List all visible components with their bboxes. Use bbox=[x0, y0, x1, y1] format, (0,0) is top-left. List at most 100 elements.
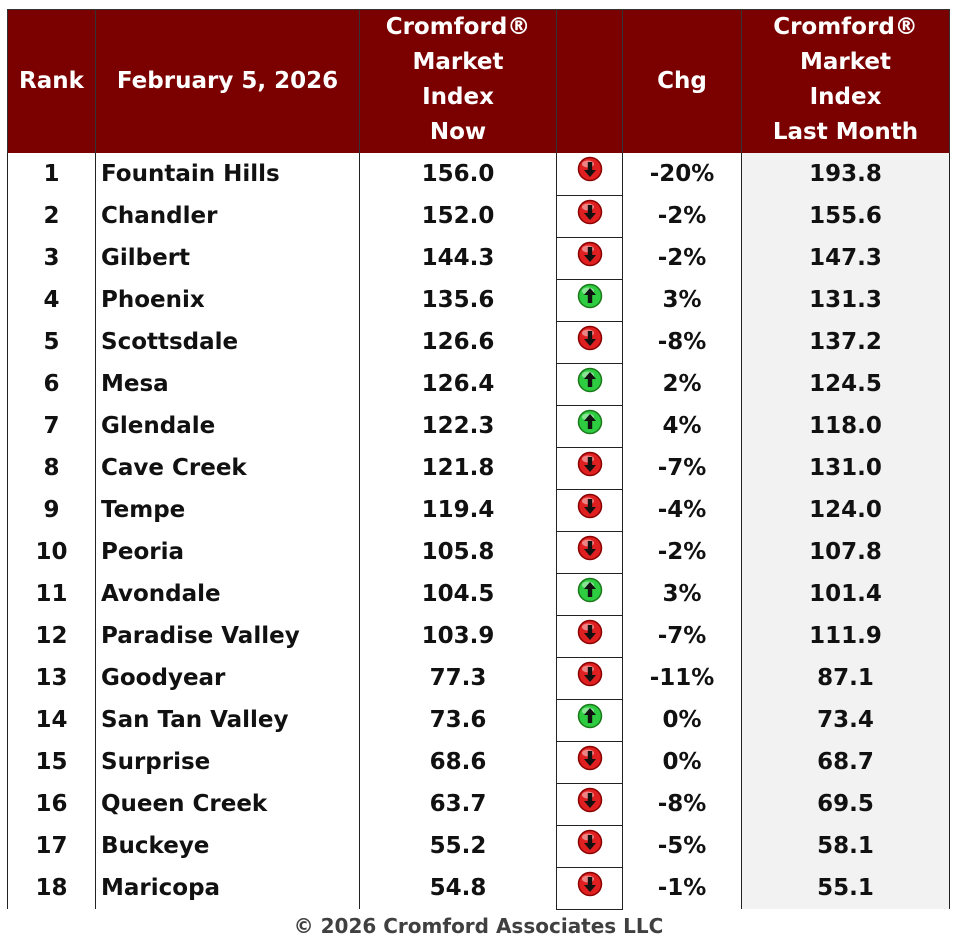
table-row: 4 Phoenix 135.6 3% 131.3 bbox=[7, 279, 950, 322]
direction-cell bbox=[556, 195, 623, 238]
down-arrow-icon bbox=[577, 493, 602, 518]
index-last-month-cell: 118.0 bbox=[741, 405, 950, 447]
city-cell: Tempe bbox=[95, 489, 360, 531]
direction-cell bbox=[556, 489, 623, 532]
up-arrow-icon bbox=[577, 283, 602, 308]
header-now-line: Market bbox=[412, 49, 504, 75]
change-cell: -20% bbox=[622, 153, 742, 195]
index-now-cell: 126.6 bbox=[359, 321, 557, 363]
rank-cell: 8 bbox=[7, 447, 96, 489]
header-last-line: Market bbox=[799, 49, 892, 75]
direction-cell bbox=[556, 531, 623, 574]
index-now-cell: 54.8 bbox=[359, 867, 557, 909]
direction-cell bbox=[556, 867, 623, 910]
index-now-cell: 77.3 bbox=[359, 657, 557, 699]
table-row: 13 Goodyear 77.3 -11% 87.1 bbox=[7, 657, 950, 700]
city-cell: San Tan Valley bbox=[95, 699, 360, 741]
header-direction bbox=[556, 9, 623, 153]
down-arrow-icon bbox=[577, 787, 602, 812]
city-cell: Queen Creek bbox=[95, 783, 360, 825]
change-cell: 3% bbox=[622, 279, 742, 321]
rank-cell: 16 bbox=[7, 783, 96, 825]
city-cell: Fountain Hills bbox=[95, 153, 360, 195]
table-row: 1 Fountain Hills 156.0 -20% 193.8 bbox=[7, 153, 950, 196]
copyright-footer: © 2026 Cromford Associates LLC bbox=[293, 914, 664, 938]
change-cell: -5% bbox=[622, 825, 742, 867]
city-cell: Surprise bbox=[95, 741, 360, 783]
change-cell: 2% bbox=[622, 363, 742, 405]
change-cell: -2% bbox=[622, 531, 742, 573]
header-index-now: Cromford® Market Index Now bbox=[359, 9, 557, 153]
rank-cell: 13 bbox=[7, 657, 96, 699]
direction-cell bbox=[556, 741, 623, 784]
rank-cell: 3 bbox=[7, 237, 96, 279]
direction-cell bbox=[556, 573, 623, 616]
header-index-last-month: Cromford® Market Index Last Month bbox=[741, 9, 950, 153]
change-cell: 0% bbox=[622, 741, 742, 783]
header-last-line: Cromford® bbox=[773, 14, 918, 40]
rank-cell: 9 bbox=[7, 489, 96, 531]
table-row: 6 Mesa 126.4 2% 124.5 bbox=[7, 363, 950, 406]
direction-cell bbox=[556, 237, 623, 280]
down-arrow-icon bbox=[577, 199, 602, 224]
table-row: 5 Scottsdale 126.6 -8% 137.2 bbox=[7, 321, 950, 364]
table-row: 16 Queen Creek 63.7 -8% 69.5 bbox=[7, 783, 950, 826]
city-cell: Phoenix bbox=[95, 279, 360, 321]
index-last-month-cell: 131.3 bbox=[741, 279, 950, 321]
header-now-line: Index bbox=[422, 84, 494, 110]
city-cell: Paradise Valley bbox=[95, 615, 360, 657]
index-now-cell: 119.4 bbox=[359, 489, 557, 531]
index-now-cell: 105.8 bbox=[359, 531, 557, 573]
header-row: Rank February 5, 2026 Cromford® Market I… bbox=[7, 9, 950, 153]
city-cell: Chandler bbox=[95, 195, 360, 237]
rank-cell: 4 bbox=[7, 279, 96, 321]
change-cell: -8% bbox=[622, 321, 742, 363]
down-arrow-icon bbox=[577, 535, 602, 560]
up-arrow-icon bbox=[577, 577, 602, 602]
index-last-month-cell: 107.8 bbox=[741, 531, 950, 573]
table-row: 10 Peoria 105.8 -2% 107.8 bbox=[7, 531, 950, 574]
change-cell: -4% bbox=[622, 489, 742, 531]
header-now-line: Now bbox=[429, 119, 487, 145]
direction-cell bbox=[556, 447, 623, 490]
rank-cell: 11 bbox=[7, 573, 96, 615]
up-arrow-icon bbox=[577, 703, 602, 728]
rank-cell: 12 bbox=[7, 615, 96, 657]
index-last-month-cell: 101.4 bbox=[741, 573, 950, 615]
change-cell: -11% bbox=[622, 657, 742, 699]
change-cell: -2% bbox=[622, 195, 742, 237]
down-arrow-icon bbox=[577, 745, 602, 770]
down-arrow-icon bbox=[577, 156, 602, 182]
rank-cell: 6 bbox=[7, 363, 96, 405]
table-row: 3 Gilbert 144.3 -2% 147.3 bbox=[7, 237, 950, 280]
index-last-month-cell: 111.9 bbox=[741, 615, 950, 657]
index-now-cell: 73.6 bbox=[359, 699, 557, 741]
index-now-cell: 103.9 bbox=[359, 615, 557, 657]
down-arrow-icon bbox=[577, 661, 602, 686]
city-cell: Glendale bbox=[95, 405, 360, 447]
table-row: 15 Surprise 68.6 0% 68.7 bbox=[7, 741, 950, 784]
index-now-cell: 63.7 bbox=[359, 783, 557, 825]
city-cell: Cave Creek bbox=[95, 447, 360, 489]
header-date: February 5, 2026 bbox=[95, 9, 360, 153]
header-now-line: Cromford® bbox=[385, 14, 531, 40]
table-row: 9 Tempe 119.4 -4% 124.0 bbox=[7, 489, 950, 532]
table-row: 8 Cave Creek 121.8 -7% 131.0 bbox=[7, 447, 950, 490]
index-now-cell: 152.0 bbox=[359, 195, 557, 237]
index-now-cell: 135.6 bbox=[359, 279, 557, 321]
change-cell: -7% bbox=[622, 615, 742, 657]
down-arrow-icon bbox=[577, 619, 602, 644]
direction-cell bbox=[556, 783, 623, 826]
down-arrow-icon bbox=[577, 325, 602, 350]
table-row: 2 Chandler 152.0 -2% 155.6 bbox=[7, 195, 950, 238]
index-now-cell: 55.2 bbox=[359, 825, 557, 867]
market-index-table: Rank February 5, 2026 Cromford® Market I… bbox=[7, 9, 950, 910]
index-last-month-cell: 55.1 bbox=[741, 867, 950, 909]
index-last-month-cell: 87.1 bbox=[741, 657, 950, 699]
city-cell: Mesa bbox=[95, 363, 360, 405]
city-cell: Avondale bbox=[95, 573, 360, 615]
rank-cell: 14 bbox=[7, 699, 96, 741]
table-row: 17 Buckeye 55.2 -5% 58.1 bbox=[7, 825, 950, 868]
index-last-month-cell: 131.0 bbox=[741, 447, 950, 489]
index-last-month-cell: 155.6 bbox=[741, 195, 950, 237]
